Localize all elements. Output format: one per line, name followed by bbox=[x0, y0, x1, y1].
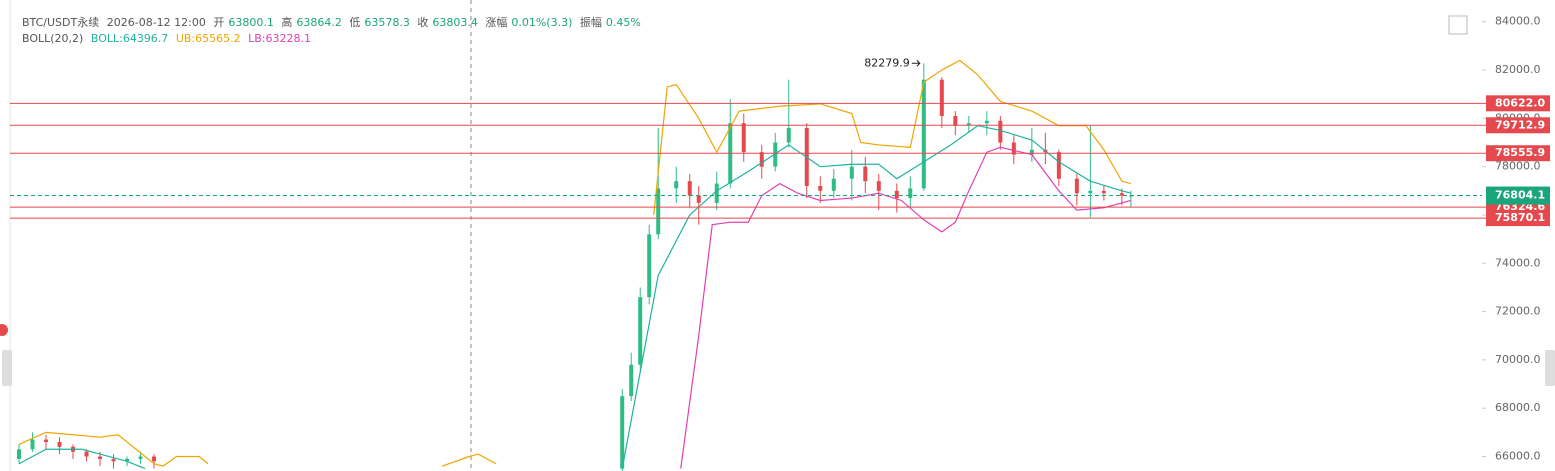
candle-body bbox=[939, 79, 944, 116]
label: 收 bbox=[417, 16, 429, 29]
candle-body bbox=[638, 297, 643, 365]
alert-dot bbox=[0, 324, 8, 336]
annotation-arrow bbox=[911, 59, 921, 67]
price-line-label: 78555.9 bbox=[1495, 146, 1545, 159]
side-handle-left[interactable] bbox=[2, 350, 12, 386]
candle-body bbox=[908, 188, 913, 199]
candle-body bbox=[1088, 190, 1093, 194]
y-tick-label: 82000.0 bbox=[1495, 63, 1541, 76]
candle-body bbox=[786, 128, 791, 143]
candle-body bbox=[876, 181, 881, 191]
label: 高 bbox=[281, 16, 293, 29]
y-tick-label: 84000.0 bbox=[1495, 15, 1541, 28]
value: 0.45% bbox=[605, 16, 641, 29]
value: 63578.3 bbox=[364, 16, 410, 29]
candle-body bbox=[863, 166, 868, 182]
boll-line bbox=[441, 453, 497, 467]
high-annotation: 82279.9 bbox=[864, 56, 910, 69]
candle-body bbox=[647, 234, 652, 298]
candle-body bbox=[1029, 149, 1034, 155]
candle-body bbox=[687, 181, 692, 196]
price-line-tag bbox=[1486, 95, 1550, 112]
candle-body bbox=[831, 178, 836, 191]
price-line-tag bbox=[1486, 145, 1550, 162]
price-line-tag bbox=[1486, 210, 1550, 227]
price-line-label: 79712.9 bbox=[1495, 118, 1545, 131]
candle-body bbox=[674, 181, 679, 189]
candle-body bbox=[894, 190, 899, 199]
candle-body bbox=[1056, 152, 1061, 179]
candle-body bbox=[1011, 142, 1016, 155]
candle-body bbox=[759, 152, 764, 167]
boll-line bbox=[18, 448, 146, 470]
candle-body bbox=[656, 188, 661, 235]
last-price-label: 76804.1 bbox=[1495, 189, 1545, 202]
boll-line bbox=[621, 124, 1132, 469]
value: 63864.2 bbox=[296, 16, 342, 29]
candle-body bbox=[998, 120, 1003, 143]
candle-body bbox=[125, 458, 130, 462]
label: 涨幅 bbox=[485, 16, 508, 29]
candle-body bbox=[84, 451, 89, 457]
y-tick-label: 74000.0 bbox=[1495, 256, 1541, 269]
boll-line bbox=[18, 431, 209, 467]
candle-body bbox=[152, 456, 157, 462]
time: 2026-08-12 12:00 bbox=[106, 16, 206, 29]
candle-body bbox=[773, 142, 778, 167]
price-line-tag bbox=[1486, 117, 1550, 134]
indicator-name[interactable]: BOLL(20,2) bbox=[22, 32, 84, 45]
candle-body bbox=[714, 183, 719, 203]
candle-body bbox=[849, 166, 854, 179]
symbol[interactable]: BTC/USDT永续 bbox=[22, 16, 100, 29]
y-tick-label: 72000.0 bbox=[1495, 305, 1541, 318]
candle-body bbox=[818, 185, 823, 191]
y-tick-label: 70000.0 bbox=[1495, 353, 1541, 366]
y-tick-label: 68000.0 bbox=[1495, 401, 1541, 414]
candle-body bbox=[620, 396, 625, 469]
candle-body bbox=[1101, 190, 1106, 194]
candle-body bbox=[98, 456, 103, 459]
price-line-label: 75870.1 bbox=[1495, 211, 1545, 224]
candle-body bbox=[984, 120, 989, 124]
candle-body bbox=[1119, 193, 1124, 196]
value: 0.01%(3.3) bbox=[511, 16, 573, 29]
value: 63803.4 bbox=[432, 16, 478, 29]
candle-body bbox=[44, 439, 49, 443]
boll-line bbox=[680, 146, 1132, 469]
candle-body bbox=[921, 79, 926, 189]
lb-value: LB:63228.1 bbox=[248, 32, 311, 45]
candle-body bbox=[111, 458, 116, 462]
candle-body bbox=[953, 115, 958, 126]
side-handle-right[interactable] bbox=[1545, 350, 1555, 386]
last-price-tag bbox=[1486, 186, 1550, 205]
indicator-line: BOLL(20,2) BOLL:64396.7 UB:65565.2 LB:63… bbox=[22, 32, 315, 45]
price-line-label: 80622.0 bbox=[1495, 96, 1545, 109]
candle-body bbox=[57, 442, 62, 447]
label: 振幅 bbox=[579, 16, 602, 29]
boll-value: BOLL:64396.7 bbox=[90, 32, 169, 45]
fullscreen-button[interactable] bbox=[1448, 15, 1468, 35]
label: 低 bbox=[349, 16, 361, 29]
candle-body bbox=[741, 123, 746, 153]
ub-value: UB:65565.2 bbox=[175, 32, 241, 45]
candle-body bbox=[1074, 178, 1079, 194]
candle-body bbox=[629, 364, 634, 397]
candle-body bbox=[696, 195, 701, 203]
label: 开 bbox=[213, 16, 225, 29]
y-tick-label: 78000.0 bbox=[1495, 160, 1541, 173]
y-tick-label: 66000.0 bbox=[1495, 450, 1541, 463]
candle-body bbox=[17, 449, 22, 459]
candle-body bbox=[966, 123, 971, 126]
value: 63800.1 bbox=[228, 16, 274, 29]
header-line: BTC/USDT永续 2026-08-12 12:00 开 63800.1 高 63… bbox=[22, 14, 645, 30]
candle-body bbox=[138, 456, 143, 459]
candle-body bbox=[30, 439, 35, 450]
